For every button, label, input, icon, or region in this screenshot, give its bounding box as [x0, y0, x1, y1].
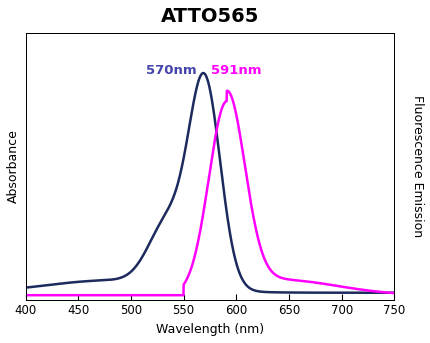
Title: ATTO565: ATTO565 [160, 7, 258, 26]
Text: 570nm: 570nm [145, 64, 196, 78]
X-axis label: Wavelength (nm): Wavelength (nm) [156, 323, 264, 336]
Y-axis label: Absorbance: Absorbance [7, 129, 20, 203]
Text: 591nm: 591nm [211, 64, 261, 78]
Y-axis label: Fluorescence Emission: Fluorescence Emission [410, 95, 423, 237]
